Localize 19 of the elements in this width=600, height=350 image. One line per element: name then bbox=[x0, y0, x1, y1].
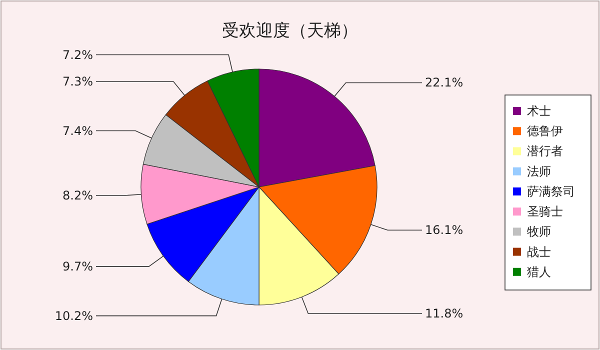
legend-label: 圣骑士 bbox=[527, 204, 563, 219]
legend-label: 战士 bbox=[527, 244, 551, 259]
data-label: 7.4% bbox=[62, 124, 93, 138]
legend-label: 德鲁伊 bbox=[527, 124, 563, 138]
legend-label: 法师 bbox=[527, 164, 551, 178]
data-label: 8.2% bbox=[62, 188, 93, 203]
data-label: 22.1% bbox=[425, 76, 464, 90]
data-label: 11.8% bbox=[425, 306, 464, 320]
legend-label: 牧师 bbox=[527, 224, 551, 239]
legend-label: 猎人 bbox=[527, 264, 551, 279]
legend-label: 术士 bbox=[527, 104, 551, 118]
chart-title: 受欢迎度（天梯） bbox=[222, 21, 358, 41]
data-label: 9.7% bbox=[62, 259, 93, 274]
data-label: 16.1% bbox=[425, 223, 464, 238]
data-label: 10.2% bbox=[54, 308, 93, 323]
legend-label: 萨满祭司 bbox=[527, 184, 575, 198]
legend-label: 潜行者 bbox=[527, 144, 563, 158]
data-label: 7.2% bbox=[62, 48, 93, 62]
data-label: 7.3% bbox=[62, 74, 93, 89]
